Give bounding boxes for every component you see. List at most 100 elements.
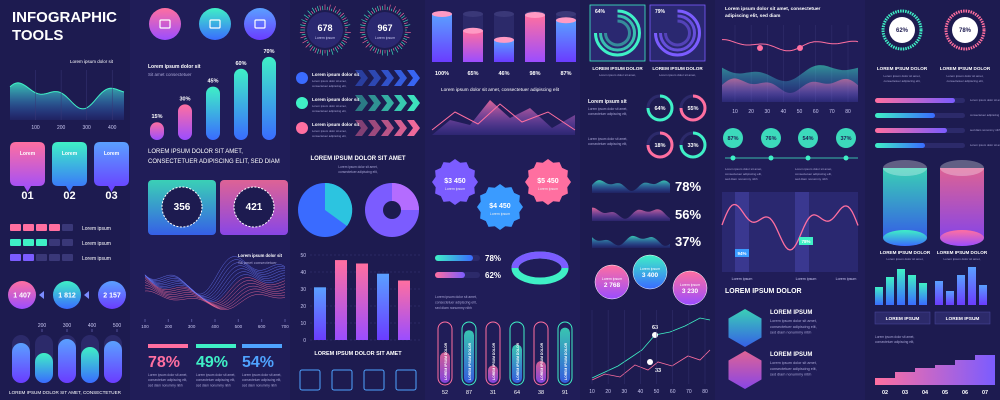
area-row [592, 207, 670, 221]
x-tick-label: 100 [141, 324, 149, 329]
x-tick-label: 300 [188, 324, 196, 329]
wave-line [144, 284, 286, 308]
x-tick-label: 300 [82, 125, 91, 131]
cylinder-fill [463, 30, 483, 62]
radial-spike [399, 43, 404, 47]
radial-spike [403, 22, 408, 25]
radial-spike [311, 10, 314, 14]
radial-spike [376, 6, 380, 12]
cylinder-fill [525, 14, 545, 63]
x-tick-label: 70 [686, 389, 692, 395]
radial-spike [404, 31, 411, 34]
wave-line [144, 280, 286, 306]
icon-glyph [254, 19, 266, 29]
label: 62% [896, 28, 909, 34]
line-series [591, 317, 711, 379]
x-tick-label: 80 [702, 389, 708, 395]
tube-track [557, 321, 573, 386]
radial-core [307, 12, 343, 48]
radial-spike [336, 8, 341, 14]
value-label: 70% [263, 49, 274, 55]
circle-stat [8, 281, 36, 309]
x-tick-label: 700 [281, 324, 289, 329]
tube-number: 91 [562, 390, 568, 396]
radial-spike [371, 10, 374, 14]
mini-bar [908, 275, 916, 305]
small-text: consectetuer adipiscing elit, [312, 84, 347, 88]
y-tick-label: 50 [300, 253, 306, 259]
bar [335, 260, 347, 340]
marker [647, 359, 653, 365]
label: Lorem ipsum dolor sit [312, 97, 360, 102]
hbar [435, 255, 473, 261]
radial-spike [344, 24, 351, 27]
radial-spike [361, 33, 366, 36]
area-row [592, 235, 670, 248]
radial-spike [404, 24, 411, 27]
radial-spike [403, 35, 410, 39]
small-text: Lorem ipsum dolor sit amet, [659, 73, 696, 77]
radial-spike [309, 44, 312, 48]
label: 678 [317, 23, 332, 33]
tube-fill [512, 344, 522, 383]
big-percent: 54% [242, 354, 274, 371]
donut-arc [679, 131, 707, 159]
value-label: 45% [207, 79, 218, 85]
tube-label: LOREM IPSUM DOLOR [468, 342, 472, 380]
wave-line [144, 259, 286, 296]
radial-spike [398, 44, 403, 50]
small-text: sed diam nonummy nibh [795, 177, 828, 181]
chevron [394, 95, 407, 111]
radial-spike [344, 33, 348, 36]
chevron [368, 95, 381, 111]
progress-segment [36, 254, 47, 261]
value-label: 30% [179, 96, 190, 102]
tube-label: LOREM IPSUM DOLOR [516, 342, 520, 380]
donut-arc [646, 131, 674, 159]
wave-line [144, 278, 286, 305]
small-text: consectetuer adipiscing elit, [970, 113, 1000, 117]
label: Lorem ipsum [602, 277, 622, 281]
y-tick-label: 30 [300, 287, 306, 293]
progress-segment [36, 239, 47, 246]
label: LOREM IPSUM [946, 316, 980, 322]
row-icon [296, 72, 308, 84]
percent: 56% [675, 207, 701, 222]
x-tick-label: 500 [235, 324, 243, 329]
pill-fill [12, 343, 30, 383]
radial-spike [343, 22, 348, 25]
y-tick-label: 0 [303, 338, 306, 344]
progress-segment [62, 239, 73, 246]
chevron [355, 70, 368, 86]
tag [10, 142, 45, 192]
radial-spike [366, 41, 369, 44]
pill-fill [58, 339, 76, 383]
radial-spike [403, 37, 408, 41]
progress-segment [49, 254, 60, 261]
x-tick-label: 60 [670, 389, 676, 395]
small-text: Lorem ipsum dolor sit amet, [312, 129, 347, 133]
bar [150, 122, 164, 140]
badge-seal [161, 186, 203, 228]
bar [356, 263, 368, 340]
label: Lorem ipsum dolor sit amet, consectetuer [725, 6, 821, 12]
icon-glyph [209, 19, 221, 29]
cylinder-fill [556, 20, 576, 63]
radial-spike [300, 35, 307, 39]
caption: Lorem ipsum dolor sit [70, 59, 114, 64]
radial-spike [322, 49, 324, 56]
x-tick-label: 600 [258, 324, 266, 329]
caption: LOREM IPSUM DOLOR SIT AMET, [148, 149, 243, 155]
bar [206, 86, 220, 140]
x-tick-label: 20 [605, 389, 611, 395]
small-text: consectetuer adipiscing elit, [770, 367, 817, 371]
bubble [672, 270, 708, 306]
chevron [368, 120, 381, 136]
progress-segment [10, 239, 21, 246]
percent: 62% [485, 271, 501, 280]
arrow [39, 291, 44, 299]
donut-slice [392, 183, 419, 210]
small-text: Lorem ipsum dolor sit amet, [338, 165, 377, 169]
bar [314, 287, 326, 340]
